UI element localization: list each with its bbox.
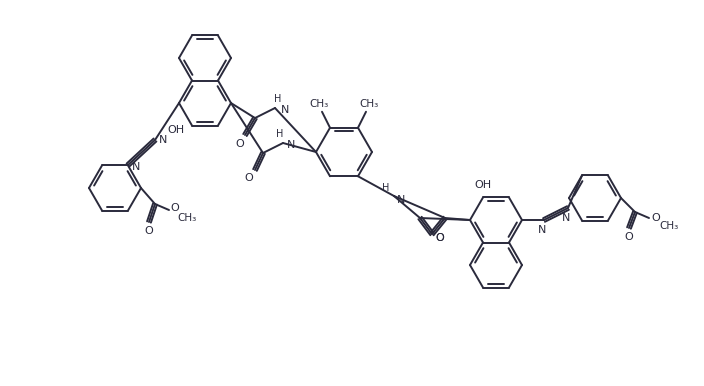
Text: O: O (236, 139, 244, 149)
Text: CH₃: CH₃ (359, 99, 379, 109)
Text: O: O (436, 233, 444, 243)
Text: CH₃: CH₃ (660, 221, 679, 231)
Text: O: O (244, 173, 253, 183)
Text: OH: OH (474, 181, 491, 190)
Text: N: N (397, 195, 406, 205)
Text: N: N (562, 213, 570, 223)
Text: O: O (436, 233, 444, 243)
Text: N: N (132, 162, 140, 172)
Text: O: O (170, 203, 180, 213)
Text: O: O (144, 226, 153, 236)
Text: N: N (287, 140, 296, 150)
Text: O: O (652, 213, 660, 223)
Text: H: H (275, 94, 282, 104)
Text: CH₃: CH₃ (309, 99, 329, 109)
Text: N: N (281, 105, 289, 115)
Text: H: H (276, 129, 284, 139)
Text: N: N (538, 225, 546, 235)
Text: O: O (624, 232, 634, 242)
Text: OH: OH (168, 125, 184, 135)
Text: H: H (382, 183, 390, 193)
Text: CH₃: CH₃ (177, 213, 196, 223)
Text: N: N (159, 135, 167, 145)
